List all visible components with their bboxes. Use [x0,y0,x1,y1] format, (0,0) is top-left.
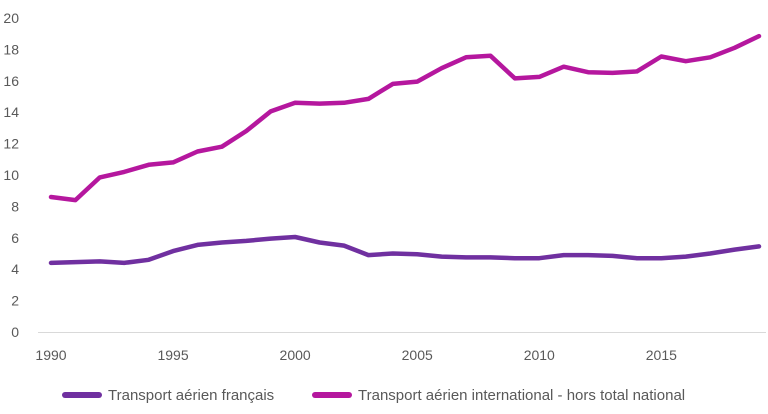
y-tick-label: 0 [11,324,19,340]
legend-swatch-series-1 [62,392,102,398]
y-tick-label: 6 [11,230,19,246]
x-axis-tick-labels: 1990 1995 2000 2005 2010 2015 [35,347,677,363]
y-tick-label: 14 [3,104,19,120]
legend-label-series-1: Transport aérien français [108,386,275,404]
series-line-1 [48,234,762,266]
x-tick-label: 2005 [402,347,433,363]
x-tick-label: 2000 [280,347,311,363]
x-tick-label: 1990 [35,347,66,363]
x-tick-label: 2015 [646,347,677,363]
y-tick-label: 16 [3,73,19,89]
legend-item-series-1: Transport aérien français [62,380,274,410]
line-chart: 0 2 4 6 8 10 12 14 16 18 20 1990 1995 2000 2005 2010 20… [3,10,766,363]
legend-label-series-2: Transport aérien international - hors to… [358,386,686,404]
y-tick-label: 18 [3,41,19,57]
series-lines [48,33,762,266]
legend-swatch-series-2 [312,392,352,398]
y-axis-tick-labels: 0 2 4 6 8 10 12 14 16 18 20 [3,10,19,340]
legend: Transport aérien français Transport aéri… [0,380,768,410]
y-tick-label: 10 [3,167,19,183]
x-tick-label: 2010 [524,347,555,363]
x-tick-label: 1995 [157,347,188,363]
y-tick-label: 20 [3,10,19,26]
legend-item-series-2: Transport aérien international - hors to… [312,380,685,410]
y-tick-label: 2 [11,293,19,309]
y-tick-label: 12 [3,136,19,152]
series-line-2 [48,33,762,203]
y-tick-label: 4 [11,261,19,277]
y-tick-label: 8 [11,198,19,214]
